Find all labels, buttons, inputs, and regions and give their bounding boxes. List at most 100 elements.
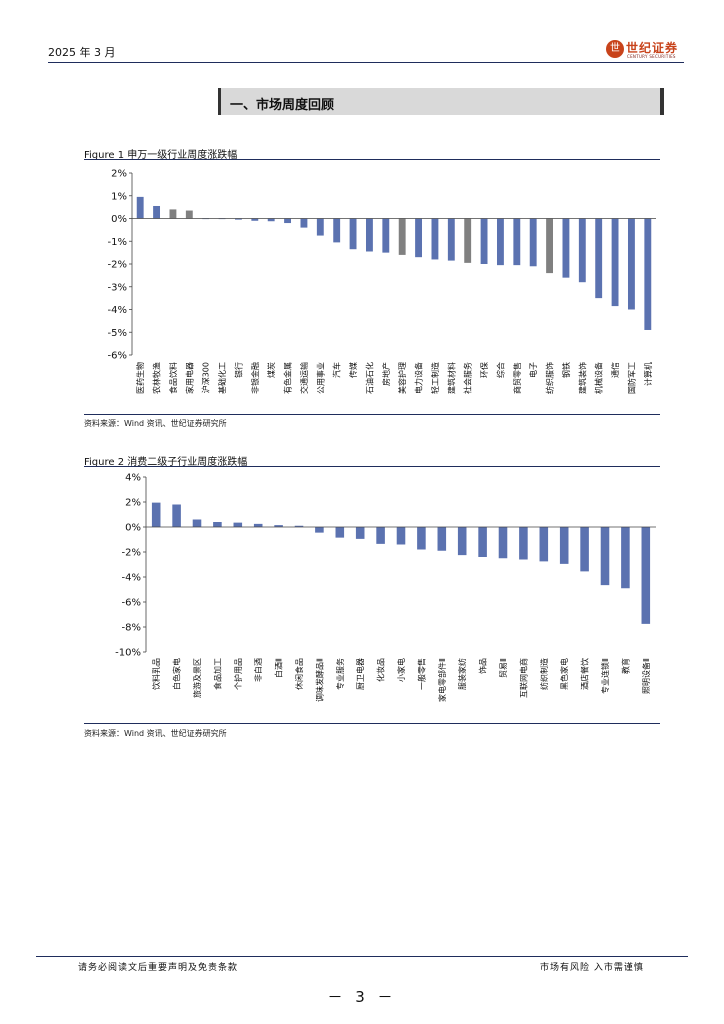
bar (627, 218, 635, 310)
bar (274, 525, 283, 527)
category-label: 服装家纺 (457, 658, 467, 690)
bar (253, 523, 263, 527)
bar (641, 527, 651, 624)
y-tick-label: -6% (108, 351, 127, 362)
section-right-bar (660, 88, 664, 115)
category-label: 公用事业 (315, 362, 325, 394)
bar (185, 210, 193, 219)
category-label: 石油石化 (364, 362, 374, 394)
y-tick-label: -8% (122, 623, 141, 634)
figure2-source: 资料来源：Wind 资讯、世纪证券研究所 (84, 729, 227, 738)
bar (562, 218, 570, 278)
bar (233, 522, 243, 527)
bar (417, 527, 426, 550)
category-label: 饰品 (478, 658, 488, 674)
section-left-bar (218, 88, 221, 115)
category-label: 白色家电 (172, 658, 182, 690)
category-label: 照明设备Ⅱ (641, 658, 651, 694)
category-label: 电子 (528, 362, 538, 378)
y-tick-label: -5% (108, 328, 127, 339)
y-tick-label: 2% (111, 169, 127, 180)
category-label: 通信 (610, 362, 620, 378)
category-label: 小家电 (396, 658, 406, 682)
category-label: 教育 (620, 658, 630, 674)
bar (539, 527, 549, 562)
bar (513, 218, 521, 266)
category-label: 国防军工 (626, 362, 636, 394)
figure2-top-rule (84, 466, 660, 467)
category-label: 商贸零售 (512, 362, 522, 394)
category-label: 调味发酵品Ⅱ (314, 658, 324, 702)
bar (447, 218, 455, 261)
bar (153, 205, 161, 219)
category-label: 有色金属 (283, 362, 293, 394)
bar (496, 218, 504, 266)
y-tick-label: 0% (111, 214, 127, 225)
bar (251, 218, 259, 221)
bar (644, 218, 652, 330)
logo-subtitle: CENTURY SECURITIES (627, 54, 676, 59)
category-label: 家电零部件Ⅱ (437, 658, 447, 702)
footer-risk-notice: 市场有风险 入市需谨慎 (540, 963, 644, 973)
bar (316, 218, 324, 236)
bar (213, 522, 222, 527)
bar (621, 527, 630, 589)
category-label: 计算机 (643, 362, 653, 386)
bar (595, 218, 603, 299)
y-tick-label: -1% (108, 237, 127, 248)
category-label: 白酒Ⅱ (274, 658, 284, 678)
figure1-chart: 2% 1% 0% -1% -2% -3% -4% -5% -6% 医药生物 农林牧渔 食品饮料 家用电器… (108, 169, 656, 394)
y-tick-label: -6% (122, 598, 141, 609)
bar (437, 527, 447, 551)
category-label: 纺织制造 (539, 658, 549, 690)
bar (335, 527, 345, 538)
y-tick-label: -4% (122, 573, 141, 584)
company-logo: 世 世纪证券 CENTURY SECURITIES (606, 40, 686, 64)
category-label: 钢铁 (561, 362, 571, 378)
y-tick-label: -2% (108, 260, 127, 271)
bar (284, 218, 292, 224)
bar (151, 502, 161, 527)
bar (234, 218, 242, 220)
category-label: 汽车 (332, 362, 342, 378)
category-label: 黑色家电 (559, 658, 569, 690)
category-label: 旅游及景区 (192, 658, 202, 698)
logo-name: 世纪证券 (626, 41, 679, 55)
bar (365, 218, 373, 252)
category-label: 基础化工 (217, 362, 227, 394)
category-label: 建筑材料 (446, 362, 456, 394)
bar (172, 504, 181, 527)
bar (382, 218, 390, 253)
category-label: 休闲食品 (294, 658, 304, 690)
bar (611, 218, 619, 307)
bar (559, 527, 569, 564)
category-label: 专业服务 (335, 658, 345, 690)
category-label: 美容护理 (397, 362, 407, 394)
category-label: 非银金融 (250, 362, 260, 394)
bar (136, 196, 144, 219)
header-divider (48, 62, 684, 63)
bar (169, 209, 177, 219)
y-tick-label: -4% (108, 305, 127, 316)
bar (546, 218, 554, 274)
bar (480, 218, 488, 264)
bar (580, 527, 589, 572)
bar (478, 527, 487, 557)
category-label: 房地产 (381, 362, 391, 386)
category-label: 医药生物 (135, 362, 145, 394)
section-title: 一、市场周度回顾 (230, 98, 335, 113)
bar (267, 218, 275, 222)
category-label: 一般零售 (416, 658, 426, 690)
category-label: 交通运输 (299, 362, 309, 394)
category-label: 社会服务 (463, 362, 473, 394)
report-date: 2025 年 3 月 (48, 46, 116, 59)
category-label: 电力设备 (414, 362, 424, 394)
bar (315, 527, 324, 533)
bar (457, 527, 467, 556)
figure2-bottom-rule (84, 723, 660, 724)
y-tick-label: -3% (108, 282, 127, 293)
footer-divider (36, 956, 688, 957)
figure1-source: 资料来源：Wind 资讯、世纪证券研究所 (84, 419, 227, 428)
figure1-title: Figure 1 申万一级行业周度涨跌幅 (84, 150, 238, 161)
category-label: 机械设备 (594, 362, 604, 394)
